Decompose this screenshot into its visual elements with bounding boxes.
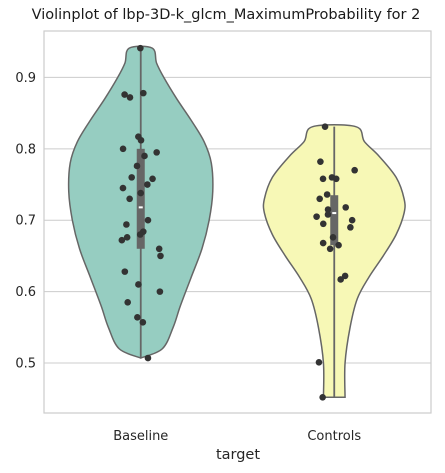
- data-point: [323, 191, 331, 198]
- data-point: [319, 175, 327, 183]
- data-point: [136, 231, 144, 238]
- data-point: [324, 206, 332, 213]
- y-tick-label: 0.5: [15, 357, 36, 372]
- data-point: [124, 299, 131, 306]
- data-point: [126, 94, 134, 101]
- data-point: [144, 181, 151, 188]
- strip-points: [118, 44, 358, 401]
- data-point: [121, 268, 129, 275]
- data-point: [133, 162, 141, 170]
- data-point: [128, 174, 135, 181]
- iqr-box: [136, 148, 145, 249]
- data-point: [121, 91, 128, 98]
- inner-boxplots: [136, 48, 339, 398]
- x-tick-label: Baseline: [113, 429, 168, 444]
- data-point: [149, 175, 156, 183]
- data-point: [319, 239, 327, 247]
- data-point: [156, 288, 164, 295]
- data-point: [319, 220, 327, 228]
- data-point: [135, 281, 142, 288]
- data-point: [157, 252, 164, 260]
- data-point: [315, 359, 323, 366]
- data-point: [153, 149, 160, 156]
- data-point: [137, 189, 144, 197]
- data-point: [348, 216, 356, 224]
- y-tick-label: 0.9: [15, 71, 36, 86]
- data-point: [137, 44, 144, 52]
- data-point: [341, 272, 349, 280]
- data-point: [324, 211, 332, 218]
- data-point: [123, 221, 130, 228]
- data-point: [316, 195, 324, 203]
- y-tick-label: 0.8: [15, 142, 36, 157]
- data-point: [134, 314, 141, 321]
- x-tick-label: Controls: [307, 429, 361, 444]
- x-axis-label: target: [216, 447, 260, 463]
- data-point: [335, 241, 342, 249]
- data-point: [119, 145, 127, 153]
- y-tick-labels: 0.5 0.6 0.7 0.8 0.9: [15, 71, 36, 372]
- data-point: [126, 195, 133, 203]
- data-point: [313, 213, 320, 220]
- chart-title: Violinplot of lbp-3D-k_glcm_MaximumProba…: [32, 7, 421, 23]
- y-tick-label: 0.6: [15, 285, 36, 300]
- data-point: [342, 204, 350, 211]
- data-point: [139, 319, 147, 326]
- data-point: [141, 152, 148, 160]
- data-point: [118, 236, 126, 244]
- iqr-box: [330, 195, 339, 246]
- data-point: [140, 89, 147, 97]
- data-point: [144, 354, 152, 362]
- data-point: [137, 136, 145, 144]
- data-point: [321, 123, 329, 130]
- data-point: [329, 234, 337, 241]
- data-point: [119, 184, 127, 192]
- data-point: [155, 245, 163, 253]
- data-point: [317, 158, 324, 165]
- data-point: [337, 276, 344, 283]
- plot-frame: [43, 30, 432, 414]
- data-point: [332, 175, 340, 183]
- data-point: [351, 166, 358, 174]
- data-point: [326, 245, 334, 253]
- x-tick-labels: Baseline Controls: [113, 429, 361, 444]
- data-point: [319, 393, 326, 401]
- y-tick-label: 0.7: [15, 214, 36, 229]
- data-point: [347, 224, 354, 231]
- data-point: [123, 234, 131, 241]
- data-point: [144, 216, 152, 224]
